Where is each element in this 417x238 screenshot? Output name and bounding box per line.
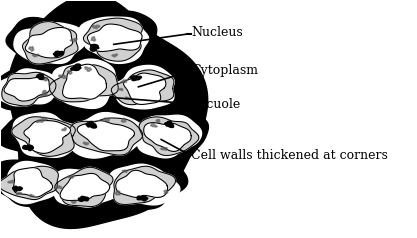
Polygon shape [124, 109, 208, 159]
Polygon shape [12, 117, 75, 156]
Polygon shape [16, 192, 22, 195]
Polygon shape [116, 170, 168, 198]
Polygon shape [83, 142, 89, 145]
Polygon shape [60, 110, 157, 162]
Text: Cytoplasm: Cytoplasm [191, 64, 258, 77]
Polygon shape [114, 166, 176, 204]
Polygon shape [29, 47, 34, 51]
Polygon shape [113, 65, 174, 109]
Polygon shape [111, 70, 174, 105]
Polygon shape [60, 173, 110, 201]
Polygon shape [68, 71, 72, 74]
Polygon shape [53, 51, 64, 57]
Polygon shape [93, 25, 100, 29]
Polygon shape [123, 170, 127, 172]
Polygon shape [25, 27, 73, 58]
Polygon shape [161, 147, 167, 150]
Polygon shape [115, 191, 120, 195]
Polygon shape [51, 169, 122, 207]
Polygon shape [0, 110, 92, 159]
Polygon shape [55, 167, 113, 207]
Polygon shape [144, 123, 191, 151]
Polygon shape [13, 113, 82, 157]
Polygon shape [51, 59, 116, 109]
Polygon shape [165, 121, 173, 128]
Polygon shape [137, 196, 148, 201]
Polygon shape [4, 77, 50, 101]
Polygon shape [70, 38, 77, 42]
Polygon shape [41, 94, 48, 96]
Polygon shape [2, 72, 56, 106]
Polygon shape [78, 196, 88, 201]
Polygon shape [123, 73, 166, 104]
Polygon shape [121, 119, 126, 122]
Polygon shape [44, 78, 48, 81]
Polygon shape [125, 97, 130, 99]
Polygon shape [30, 194, 34, 197]
Polygon shape [112, 54, 118, 57]
Polygon shape [37, 59, 131, 111]
Polygon shape [71, 64, 81, 70]
Polygon shape [68, 176, 74, 178]
Polygon shape [38, 165, 126, 211]
Polygon shape [101, 161, 188, 211]
Polygon shape [13, 186, 22, 191]
Polygon shape [36, 74, 44, 79]
Polygon shape [121, 80, 126, 83]
Polygon shape [151, 124, 157, 127]
Polygon shape [2, 161, 61, 204]
Text: Nucleus: Nucleus [191, 26, 243, 39]
Polygon shape [88, 24, 142, 51]
Polygon shape [13, 168, 53, 197]
Polygon shape [91, 37, 95, 41]
Polygon shape [118, 88, 123, 90]
Polygon shape [131, 76, 141, 81]
Polygon shape [6, 18, 94, 68]
Polygon shape [50, 65, 118, 102]
Polygon shape [71, 201, 76, 203]
Polygon shape [106, 164, 180, 205]
Polygon shape [90, 45, 99, 51]
Text: Vacuole: Vacuole [191, 98, 240, 111]
Polygon shape [0, 166, 58, 200]
Polygon shape [83, 18, 142, 61]
Polygon shape [9, 0, 208, 228]
Polygon shape [156, 119, 160, 123]
Polygon shape [164, 190, 168, 193]
Polygon shape [0, 69, 57, 106]
Polygon shape [63, 64, 106, 99]
Polygon shape [86, 122, 97, 128]
Polygon shape [104, 66, 191, 113]
Polygon shape [75, 11, 157, 69]
Polygon shape [23, 145, 33, 151]
Polygon shape [0, 65, 66, 110]
Polygon shape [77, 121, 135, 151]
Polygon shape [8, 180, 13, 183]
Polygon shape [33, 54, 39, 57]
Polygon shape [43, 90, 47, 94]
Polygon shape [14, 23, 85, 63]
Polygon shape [36, 119, 43, 123]
Polygon shape [0, 160, 73, 206]
Polygon shape [58, 75, 65, 78]
Polygon shape [104, 118, 109, 122]
Polygon shape [62, 128, 66, 131]
Polygon shape [139, 117, 199, 155]
Polygon shape [138, 115, 201, 158]
Polygon shape [42, 117, 47, 121]
Polygon shape [71, 113, 148, 158]
Polygon shape [55, 185, 62, 188]
Text: Cell walls thickened at corners: Cell walls thickened at corners [191, 149, 388, 162]
Polygon shape [85, 67, 91, 71]
Polygon shape [70, 118, 143, 155]
Polygon shape [79, 17, 148, 63]
Polygon shape [23, 22, 78, 64]
Polygon shape [24, 120, 70, 153]
